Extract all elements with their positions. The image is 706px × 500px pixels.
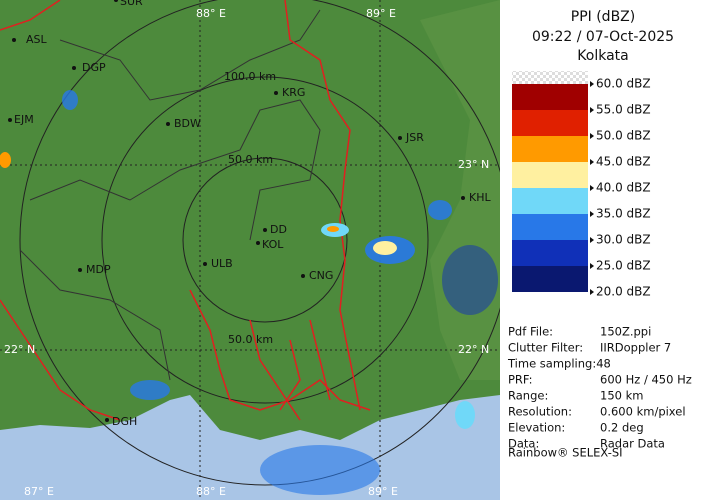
legend-marker: [590, 133, 594, 139]
city-label: SUR: [120, 0, 143, 8]
legend-label: 50.0 dBZ: [596, 129, 651, 143]
city-label: MDP: [86, 263, 111, 276]
legend-swatch: [512, 240, 588, 266]
legend-marker: [590, 107, 594, 113]
legend-swatch: [512, 110, 588, 136]
grid-label: 89° E: [366, 7, 396, 20]
legend-label: 45.0 dBZ: [596, 155, 651, 169]
legend-label: 20.0 dBZ: [596, 285, 651, 299]
map: ASL DGP BDW KRG JSR KHL EJM DD KOL ULB C…: [0, 0, 511, 500]
legend-marker: [590, 159, 594, 165]
city-label: KHL: [469, 191, 491, 204]
station: Kolkata: [577, 48, 628, 64]
legend-label: 35.0 dBZ: [596, 207, 651, 221]
legend-marker: [590, 211, 594, 217]
range-label: 100.0 km: [224, 70, 276, 83]
title: PPI (dBZ): [571, 9, 635, 25]
info-value: 0.2 deg: [600, 421, 644, 435]
city-label: DGH: [112, 415, 137, 428]
legend-marker: [590, 263, 594, 269]
city-label: KRG: [282, 86, 305, 99]
city-label: EJM: [14, 113, 34, 126]
info: Pdf File: 150Z.ppi Clutter Filter: IIRDoppl…: [507, 325, 692, 451]
echoes: [0, 90, 498, 495]
legend-swatch: [512, 162, 588, 188]
info-value: 600 Hz / 450 Hz: [600, 373, 692, 387]
info-key: Resolution:: [508, 405, 572, 419]
info-key: Time sampling:48: [507, 357, 611, 371]
city-label: JSR: [405, 131, 424, 144]
city-label: KOL: [262, 238, 284, 251]
info-value: IIRDoppler 7: [600, 341, 671, 355]
info-key: Range:: [508, 389, 548, 403]
legend-swatch: [512, 266, 588, 292]
range-label: 50.0 km: [228, 333, 273, 346]
city-label: DGP: [82, 61, 106, 74]
info-key: Data:: [508, 437, 539, 451]
legend-swatch: [512, 214, 588, 240]
grid-label: 89° E: [368, 485, 398, 498]
legend-marker: [590, 81, 594, 87]
legend-marker: [590, 185, 594, 191]
info-key: PRF:: [508, 373, 533, 387]
legend-swatch: [512, 84, 588, 110]
city-label: ULB: [211, 257, 233, 270]
city-label: CNG: [309, 269, 333, 282]
grid-label: 23° N: [458, 158, 489, 171]
legend-label: 25.0 dBZ: [596, 259, 651, 273]
legend-swatch: [512, 136, 588, 162]
footer: Rainbow® SELEX-SI: [508, 446, 623, 460]
grid-label: 87° E: [24, 485, 54, 498]
city-label: DD: [270, 223, 287, 236]
info-key: Pdf File:: [508, 325, 553, 339]
info-value: Radar Data: [600, 437, 665, 451]
legend-label: 30.0 dBZ: [596, 233, 651, 247]
grid-label: 22° N: [458, 343, 489, 356]
legend-marker: [590, 237, 594, 243]
grid-label: 22° N: [4, 343, 35, 356]
legend-marker: [590, 289, 594, 295]
legend-label: 55.0 dBZ: [596, 103, 651, 117]
legend-label: 60.0 dBZ: [596, 77, 651, 91]
grid-label: 88° E: [196, 7, 226, 20]
timestamp: 09:22 / 07-Oct-2025: [532, 29, 674, 45]
info-value: 150Z.ppi: [600, 325, 651, 339]
legend-swatch: [512, 71, 588, 84]
info-value: 150 km: [600, 389, 643, 403]
legend-swatch: [512, 188, 588, 214]
range-label: 50.0 km: [228, 153, 273, 166]
city-label: BDW: [174, 117, 201, 130]
info-key: Clutter Filter:: [508, 341, 583, 355]
info-key: Elevation:: [508, 421, 565, 435]
grid-label: 88° E: [196, 485, 226, 498]
legend-label: 40.0 dBZ: [596, 181, 651, 195]
legend: 60.0 dBZ 55.0 dBZ 50.0 dBZ 45.0 dBZ 40.0 dBZ…: [512, 71, 651, 299]
info-value: 0.600 km/pixel: [600, 405, 686, 419]
city-label: ASL: [26, 33, 48, 46]
